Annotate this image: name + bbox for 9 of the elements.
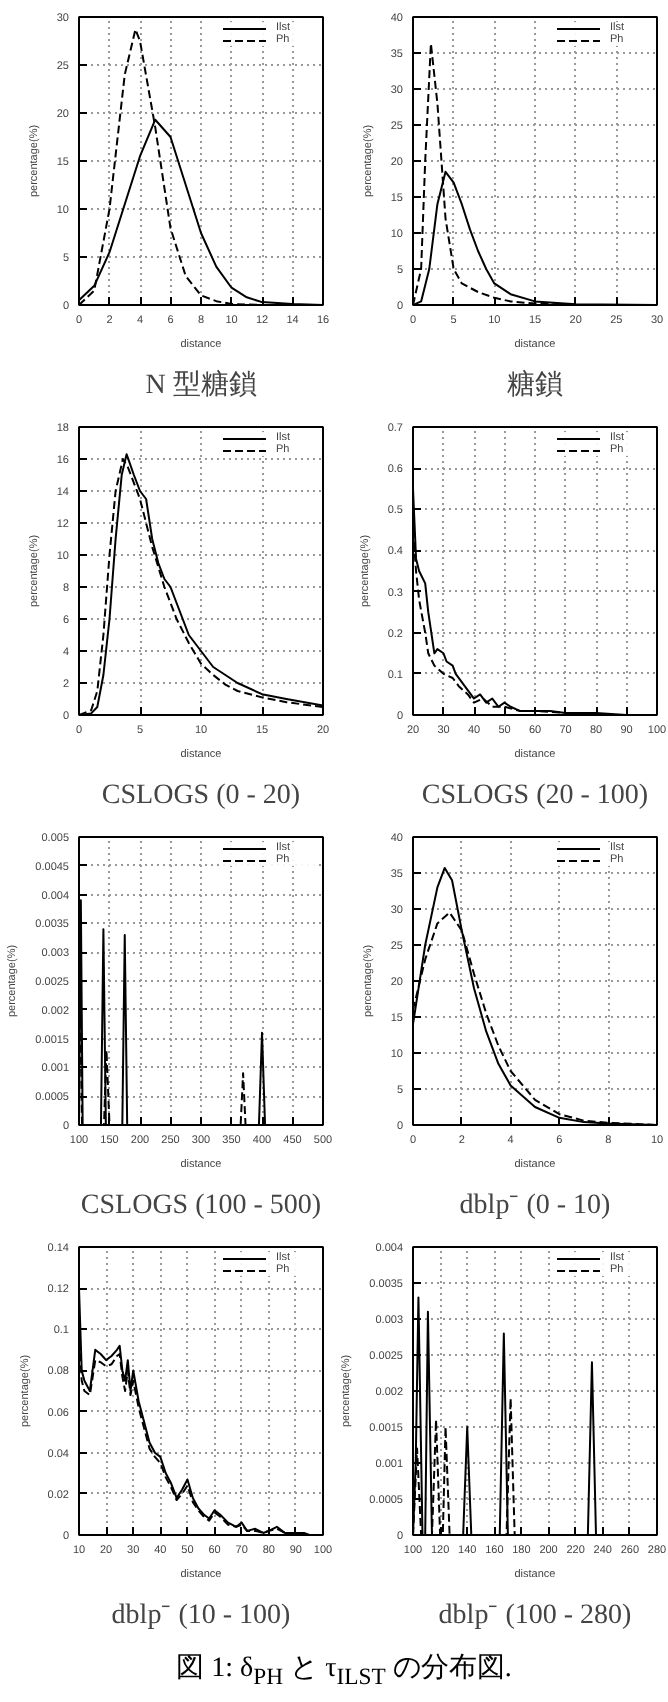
text: CSLOGS (100 - 500): [80, 1191, 322, 1221]
text: dblp⁻ (100 - 280): [438, 1601, 633, 1631]
text: CSLOGS (0 - 20): [101, 781, 301, 811]
text: 糖鎖: [507, 369, 563, 401]
caption: 図 1: δ$_{PH}$ と τ$_{ILST}$ の分布図.: [176, 1651, 512, 1694]
text: dblp⁻ (0 - 10): [459, 1191, 612, 1221]
text: N 型糖鎖: [145, 369, 257, 401]
text: dblp⁻ (10 - 100): [111, 1601, 292, 1631]
text: CSLOGS (20 - 100): [421, 781, 649, 811]
